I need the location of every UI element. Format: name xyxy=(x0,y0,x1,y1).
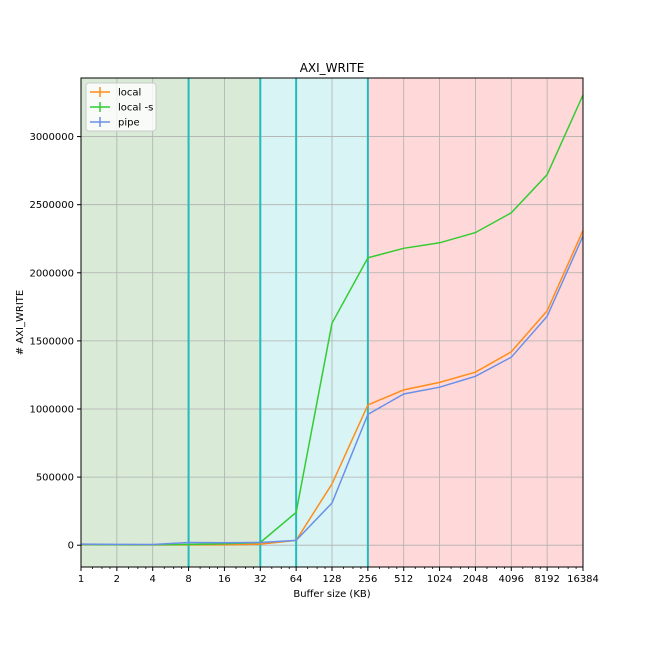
x-tick-label: 8192 xyxy=(534,574,559,585)
x-tick-label: 1024 xyxy=(427,574,452,585)
x-tick-label: 512 xyxy=(394,574,413,585)
x-tick-label: 1 xyxy=(78,574,84,585)
y-axis-label: # AXI_WRITE xyxy=(15,290,26,355)
y-tick-label: 1000000 xyxy=(29,404,74,415)
x-axis-label: Buffer size (KB) xyxy=(293,589,370,600)
x-tick-label: 4096 xyxy=(499,574,524,585)
x-tick-label: 64 xyxy=(290,574,303,585)
x-tick-label: 128 xyxy=(322,574,341,585)
x-tick-label: 4 xyxy=(150,574,156,585)
legend-label-local-s: local -s xyxy=(118,103,153,114)
y-tick-label: 2500000 xyxy=(29,200,74,211)
y-tick-label: 1500000 xyxy=(29,336,74,347)
legend-box xyxy=(85,82,157,132)
y-axis-ticks: 0 500000 1000000 1500000 2000000 2500000 30000… xyxy=(29,132,81,552)
x-tick-label: 2 xyxy=(114,574,120,585)
x-tick-label: 16 xyxy=(218,574,231,585)
x-tick-label: 16384 xyxy=(567,574,599,585)
y-tick-label: 0 xyxy=(68,541,74,552)
series-lines xyxy=(80,94,584,546)
region-1 xyxy=(260,78,368,567)
vertical-marker-lines xyxy=(187,78,369,567)
y-tick-label: 3000000 xyxy=(29,132,74,143)
region-0 xyxy=(81,78,261,567)
series-line-local-s xyxy=(80,94,584,546)
x-tick-label: 256 xyxy=(358,574,377,585)
y-tick-label: 500000 xyxy=(36,473,74,484)
legend-label-local: local xyxy=(118,88,141,99)
y-tick-label: 2000000 xyxy=(29,268,74,279)
x-tick-label: 8 xyxy=(185,574,191,585)
series-line-pipe xyxy=(80,235,584,546)
legend: local local -s pipe xyxy=(85,82,157,132)
legend-label-pipe: pipe xyxy=(118,118,140,129)
x-tick-label: 2048 xyxy=(463,574,488,585)
chart-title: AXI_WRITE xyxy=(300,61,365,75)
x-tick-label: 32 xyxy=(254,574,267,585)
x-axis-ticks: 1 2 4 8 16 32 64 128 256 512 1024 2048 4096 8192 16384 xyxy=(78,567,599,585)
